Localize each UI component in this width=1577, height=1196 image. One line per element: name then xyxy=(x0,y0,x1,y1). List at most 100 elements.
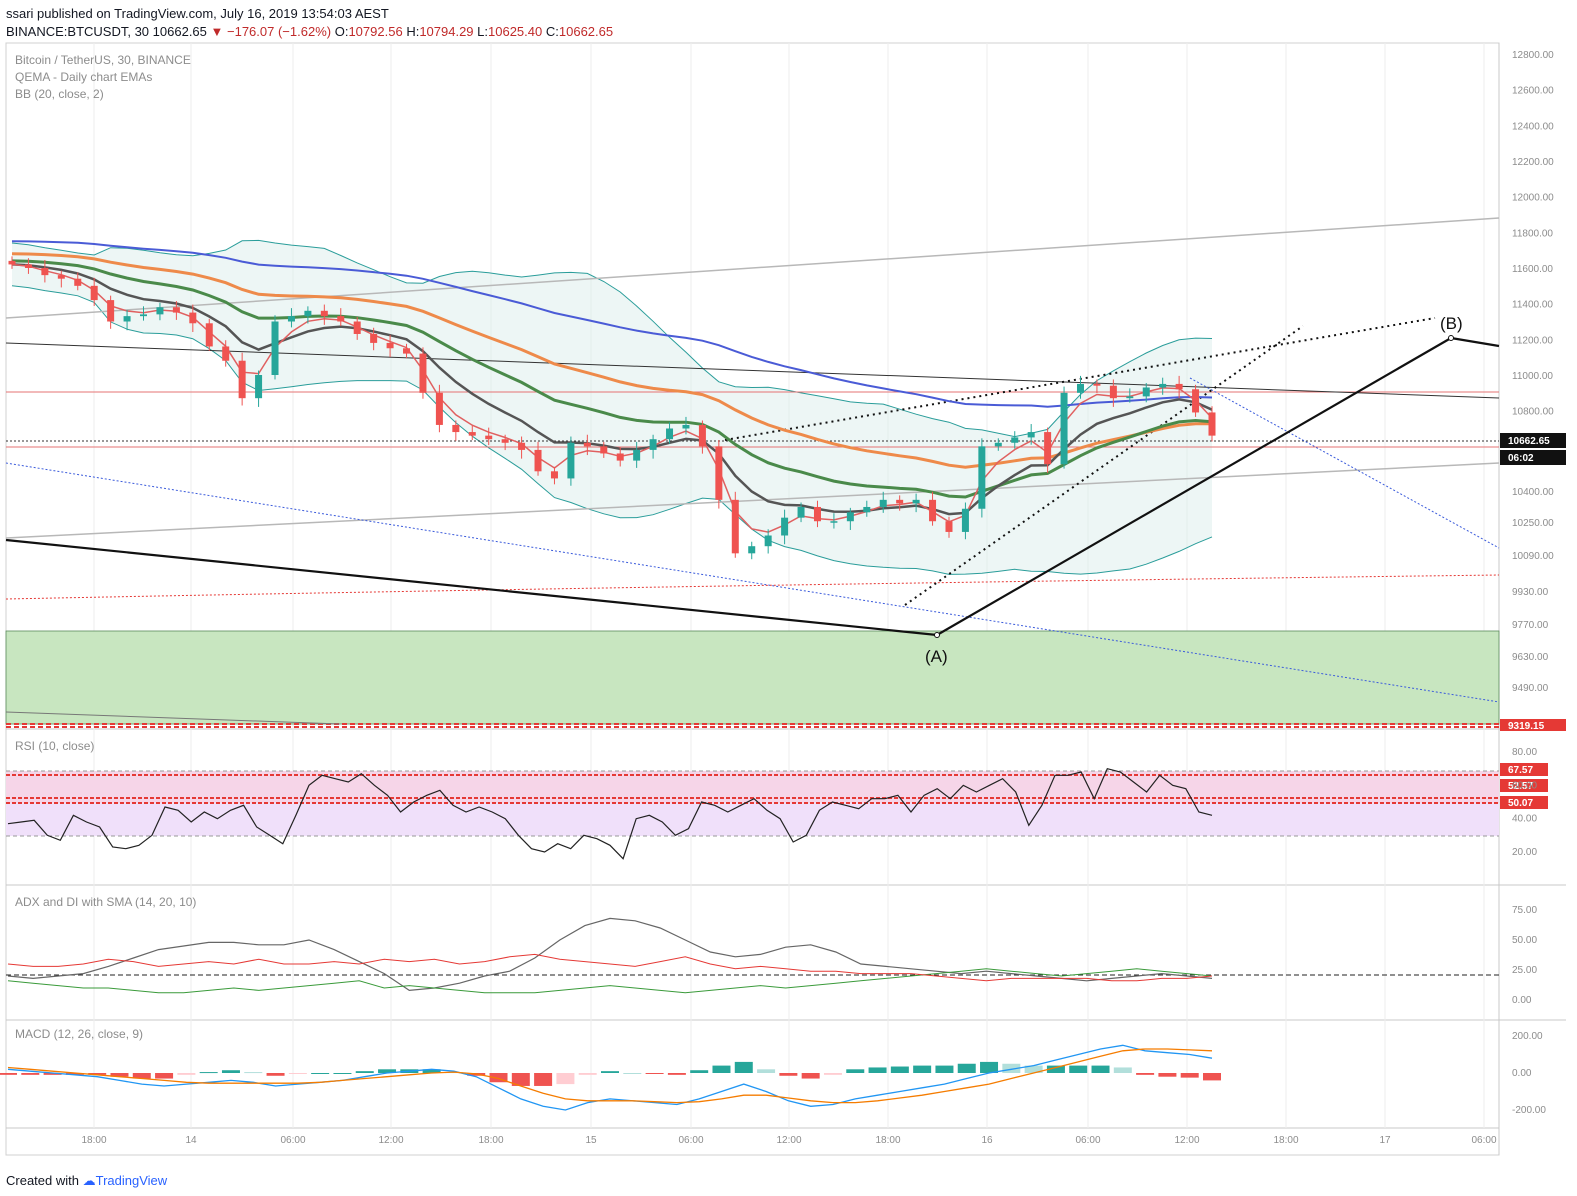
rsi-label-1: 67.57 xyxy=(1508,765,1533,776)
candle-up xyxy=(633,449,641,461)
candle-up xyxy=(287,316,295,322)
ema-dark xyxy=(11,263,1213,516)
macd-bar xyxy=(690,1070,709,1073)
ema-green xyxy=(11,259,1213,499)
price-tick: 11000.00 xyxy=(1512,371,1553,382)
time-axis[interactable]: 18:00 14 06:00 12:00 18:00 15 06:00 12:00 18:00 1… xyxy=(81,1135,1496,1146)
macd-bar xyxy=(422,1069,441,1073)
price-tick: 9770.00 xyxy=(1512,620,1549,631)
candle-down xyxy=(57,275,65,279)
footer-brand[interactable]: TradingView xyxy=(95,1173,168,1188)
candle-down xyxy=(583,442,591,447)
close-value: 10662.65 xyxy=(558,24,614,39)
candle-up xyxy=(748,546,756,554)
candle-up xyxy=(567,442,575,479)
rsi-line xyxy=(7,767,1213,860)
macd-bar xyxy=(1158,1073,1177,1077)
time-tick: 12:00 xyxy=(378,1135,403,1146)
time-tick: 06:00 xyxy=(1075,1135,1100,1146)
candle-up xyxy=(961,508,969,532)
wave-point-a[interactable] xyxy=(934,632,940,638)
old-trendline xyxy=(5,711,341,725)
adx-line xyxy=(7,917,1213,992)
macd-line xyxy=(7,1044,1213,1111)
candle-up xyxy=(156,307,164,315)
candle-down xyxy=(1192,389,1200,413)
footer-prefix: Created with xyxy=(6,1173,79,1188)
candle-down xyxy=(945,521,953,532)
macd-pane[interactable]: MACD (12, 26, close, 9) xyxy=(0,1027,1221,1111)
last-price: 10662.65 xyxy=(152,24,207,39)
wave-line-1 xyxy=(5,538,938,637)
macd-bar xyxy=(511,1073,530,1086)
macd-bar xyxy=(1136,1073,1155,1075)
legend-bb[interactable]: BB (20, close, 2) xyxy=(15,87,104,101)
candle-down xyxy=(518,442,526,450)
support-badge xyxy=(1500,719,1566,731)
legend-title[interactable]: Bitcoin / TetherUS, 30, BINANCE xyxy=(15,53,191,67)
time-tick: 15 xyxy=(585,1135,597,1146)
candle-down xyxy=(1044,432,1052,465)
candle-up xyxy=(1011,437,1019,443)
macd-tick: -200.00 xyxy=(1512,1105,1546,1116)
blue-dotted-trendline-2 xyxy=(1189,377,1500,549)
candle-down xyxy=(468,432,476,436)
wave-point-b[interactable] xyxy=(1448,335,1454,341)
candle-down xyxy=(600,446,608,454)
candle-down xyxy=(353,321,361,334)
candle-down xyxy=(172,307,180,313)
candle-down xyxy=(698,424,706,447)
macd-bar xyxy=(556,1073,575,1085)
close-label: C: xyxy=(545,24,559,39)
candle-down xyxy=(189,312,197,324)
last-price-badge xyxy=(1500,433,1566,448)
candle-down xyxy=(205,323,213,347)
candle-up xyxy=(830,521,838,523)
legend-ema[interactable]: QEMA - Daily chart EMAs xyxy=(15,70,152,84)
indicator-axes[interactable]: 80.00 60.00 40.00 20.00 75.00 50.00 25.00 0.00 2… xyxy=(1512,747,1546,1116)
candle-down xyxy=(616,453,624,461)
candle-up xyxy=(764,535,772,547)
rsi-tick: 60.00 xyxy=(1512,780,1537,791)
grey-channel-lower xyxy=(5,462,1500,539)
macd-bar xyxy=(1203,1073,1221,1081)
price-tick: 10800.00 xyxy=(1512,407,1554,418)
time-tick: 18:00 xyxy=(875,1135,900,1146)
countdown-label: 06:02 xyxy=(1508,453,1534,464)
macd-bar xyxy=(534,1073,553,1086)
candle-down xyxy=(550,471,558,479)
candle-up xyxy=(1126,396,1134,399)
macd-bar xyxy=(1180,1073,1199,1078)
time-tick: 12:00 xyxy=(776,1135,801,1146)
tradingview-logo-icon[interactable]: ☁ xyxy=(82,1173,96,1188)
macd-bar xyxy=(1002,1063,1021,1073)
price-axis[interactable]: 12800.00 12600.00 12400.00 12200.00 12000.00… xyxy=(1512,50,1554,694)
support-label: 9319.15 xyxy=(1508,721,1545,732)
dark-trendline xyxy=(5,342,1500,399)
rsi-pane[interactable]: RSI (10, close) 67.57 52.57 50.07 xyxy=(6,739,1548,860)
macd-bar xyxy=(601,1071,619,1073)
adx-pane[interactable]: ADX and DI with SMA (14, 20, 10) xyxy=(6,895,1499,994)
main-pane[interactable]: (A) (B) Bitcoin / TetherUS, 30, BINANCE … xyxy=(5,53,1500,728)
publish-info: ssari published on TradingView.com, July… xyxy=(6,6,389,21)
price-tick: 11600.00 xyxy=(1512,264,1553,275)
macd-bar xyxy=(333,1073,352,1074)
candle-up xyxy=(1076,383,1084,393)
chart-header: ssari published on TradingView.com, July… xyxy=(6,5,613,41)
candle-up xyxy=(912,499,920,504)
candle-down xyxy=(320,310,328,317)
price-tick: 9630.00 xyxy=(1512,652,1549,663)
adx-tick: 0.00 xyxy=(1512,995,1532,1006)
macd-bar xyxy=(734,1061,753,1073)
macd-bar xyxy=(1024,1065,1043,1073)
adx-legend[interactable]: ADX and DI with SMA (14, 20, 10) xyxy=(15,895,196,909)
adx-tick: 75.00 xyxy=(1512,905,1537,916)
macd-bar xyxy=(1069,1065,1088,1073)
rsi-legend[interactable]: RSI (10, close) xyxy=(15,739,94,753)
macd-bar xyxy=(801,1073,820,1079)
macd-legend[interactable]: MACD (12, 26, close, 9) xyxy=(15,1027,143,1041)
macd-bar xyxy=(288,1073,307,1074)
last-price-label: 10662.65 xyxy=(1508,436,1550,447)
macd-bar xyxy=(355,1071,374,1073)
